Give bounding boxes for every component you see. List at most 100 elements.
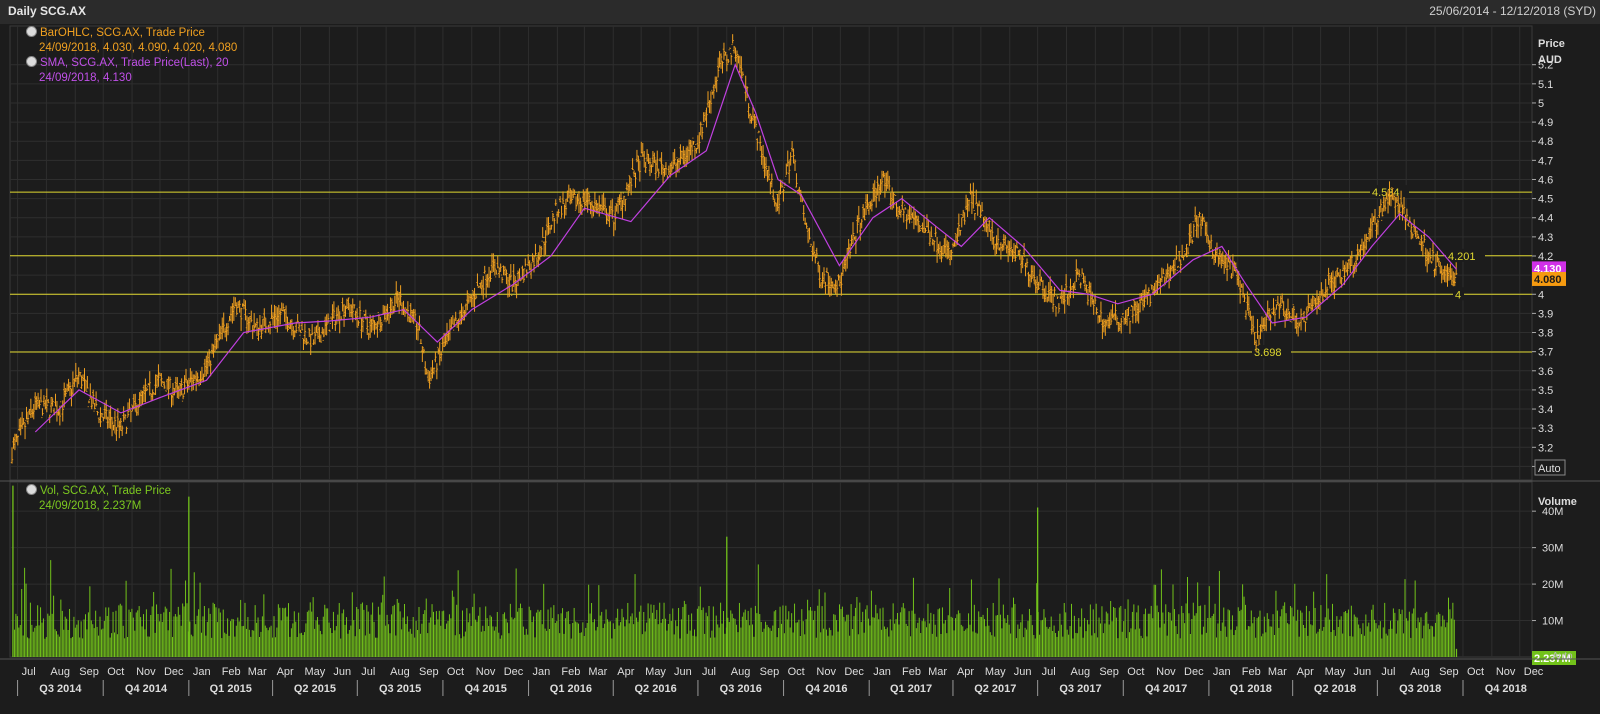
price-panel-frame: [9, 25, 1533, 481]
reference-line-label: 3.698: [1254, 347, 1282, 359]
last-price-badge-label: 4.080: [1534, 274, 1562, 286]
price-tick-label: 3.7: [1538, 347, 1553, 359]
quarter-tick-label: Q2 2016: [634, 683, 676, 695]
month-tick-label: Jul: [1042, 666, 1056, 678]
reference-label-bg: [1446, 248, 1485, 262]
reference-line-label: 4: [1455, 289, 1461, 301]
ohlc-bars: [10, 34, 1458, 464]
month-tick-label: Jul: [22, 666, 36, 678]
month-tick-label: Dec: [504, 666, 524, 678]
quarter-tick-label: Q3 2014: [39, 683, 82, 695]
volume-tick-label: 20M: [1542, 579, 1563, 591]
quarter-tick-label: Q2 2015: [294, 683, 336, 695]
month-tick-label: Mar: [1268, 666, 1287, 678]
sma-legend-values: 24/09/2018, 4.130: [39, 72, 132, 84]
month-tick-label: Feb: [561, 666, 580, 678]
price-axis-title: Price: [1538, 38, 1565, 50]
month-tick-label: Jun: [333, 666, 351, 678]
volume-tick-label: 30M: [1542, 543, 1563, 555]
sma-legend[interactable]: SMA, SCG.AX, Trade Price(Last), 20 24/09…: [26, 56, 229, 86]
chart-title: Daily SCG.AX: [8, 4, 87, 18]
vol-legend[interactable]: Vol, SCG.AX, Trade Price 24/09/2018, 2.2…: [26, 484, 171, 514]
quarter-tick-label: Q3 2015: [379, 683, 421, 695]
month-tick-label: Mar: [248, 666, 267, 678]
legend-toggle-icon[interactable]: [26, 484, 37, 495]
price-tick-label: 4.5: [1538, 194, 1553, 206]
price-tick-label: 3.4: [1538, 404, 1553, 416]
month-tick-label: May: [305, 666, 326, 678]
month-tick-label: Dec: [1184, 666, 1204, 678]
month-tick-label: Feb: [222, 666, 241, 678]
price-tick-label: 3.9: [1538, 308, 1553, 320]
price-tick-label: 4.9: [1538, 117, 1553, 129]
price-tick-label: 4.3: [1538, 232, 1553, 244]
quarter-tick-label: Q4 2016: [805, 683, 847, 695]
month-tick-label: Sep: [79, 666, 99, 678]
month-tick-label: Sep: [1439, 666, 1459, 678]
last-price-badge: [1532, 271, 1566, 286]
date-range: 25/06/2014 - 12/12/2018 (SYD): [1429, 4, 1596, 18]
x-axis: Jul Aug Sep Oct Nov Dec Jan Feb Mar Apr May Jun Jul A…: [17, 666, 1544, 696]
volume-value-badge: [1532, 651, 1576, 665]
legend-toggle-icon[interactable]: [26, 56, 37, 67]
price-tick-label: 3.5: [1538, 385, 1553, 397]
month-tick-label: Sep: [1099, 666, 1119, 678]
price-tick-label: 4.8: [1538, 136, 1553, 148]
month-tick-label: Aug: [1410, 666, 1430, 678]
price-tick-label: 3.8: [1538, 328, 1553, 340]
price-tick-label: 4.7: [1538, 155, 1553, 167]
price-tick-label: 5: [1538, 98, 1544, 110]
month-tick-label: Nov: [136, 666, 156, 678]
vol-legend-values: 24/09/2018, 2.237M: [39, 500, 142, 512]
month-tick-label: Aug: [731, 666, 751, 678]
month-tick-label: Apr: [1297, 666, 1314, 678]
month-tick-label: Apr: [957, 666, 974, 678]
quarter-tick-label: Q4 2017: [1145, 683, 1187, 695]
month-tick-label: Jun: [674, 666, 692, 678]
volume-axis-title: Volume: [1538, 496, 1577, 508]
month-tick-label: May: [985, 666, 1006, 678]
month-tick-label: Dec: [1524, 666, 1544, 678]
quarter-tick-label: Q1 2016: [550, 683, 592, 695]
quarter-tick-label: Q1 2018: [1230, 683, 1272, 695]
price-tick-label: 4.2: [1538, 251, 1553, 263]
month-tick-label: Mar: [588, 666, 607, 678]
price-tick-label: 3.6: [1538, 366, 1553, 378]
month-tick-label: Jul: [702, 666, 716, 678]
month-tick-label: Oct: [1127, 666, 1144, 678]
ohlc-legend[interactable]: BarOHLC, SCG.AX, Trade Price 24/09/2018,…: [26, 26, 237, 56]
month-tick-label: Nov: [1156, 666, 1176, 678]
month-tick-label: May: [645, 666, 666, 678]
month-tick-label: Mar: [928, 666, 947, 678]
quarter-tick-label: Q3 2018: [1399, 683, 1441, 695]
price-axis-unit: AUD: [1538, 54, 1562, 66]
month-tick-label: Aug: [390, 666, 410, 678]
month-tick-label: May: [1325, 666, 1346, 678]
quarter-tick-label: Q4 2014: [125, 683, 168, 695]
ohlc-legend-title: BarOHLC, SCG.AX, Trade Price: [40, 27, 205, 39]
price-tick-label: 5.2: [1538, 60, 1553, 72]
month-tick-label: Dec: [164, 666, 184, 678]
auto-scale-button[interactable]: [1534, 459, 1566, 476]
price-tick-label: 3.3: [1538, 423, 1553, 435]
legend-toggle-icon[interactable]: [26, 26, 37, 37]
month-tick-label: Oct: [447, 666, 464, 678]
month-tick-label: Jan: [533, 666, 551, 678]
month-tick-label: Nov: [1496, 666, 1516, 678]
quarter-tick-label: Q4 2015: [465, 683, 507, 695]
price-tick-label: 4: [1538, 289, 1544, 301]
volume-auto-label: Auto: [1552, 651, 1573, 662]
ohlc-legend-values: 24/09/2018, 4.030, 4.090, 4.020, 4.080: [39, 42, 238, 54]
month-tick-label: Jan: [193, 666, 211, 678]
month-tick-label: Oct: [1467, 666, 1484, 678]
reference-line-label: 4.201: [1448, 251, 1476, 263]
sma-line: [34, 63, 1457, 433]
panel-bg: [0, 24, 1600, 714]
month-tick-label: Sep: [419, 666, 439, 678]
month-tick-label: Jun: [1353, 666, 1371, 678]
vol-legend-title: Vol, SCG.AX, Trade Price: [40, 485, 172, 497]
